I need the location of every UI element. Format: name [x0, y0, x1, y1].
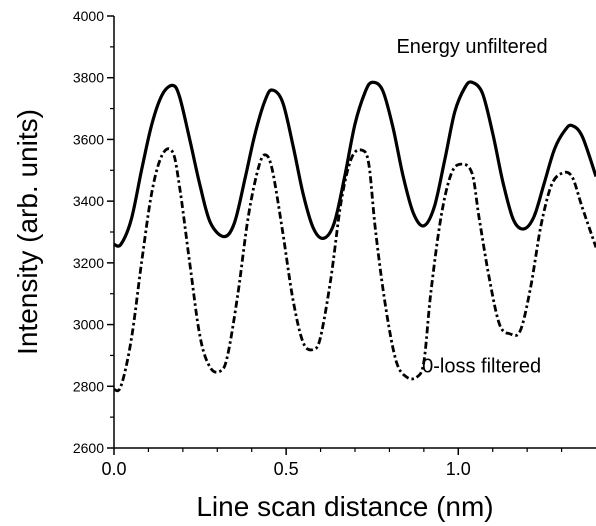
annotation-label: Energy unfiltered [396, 36, 547, 58]
y-tick-label: 2800 [73, 378, 104, 394]
x-axis-title: Line scan distance (nm) [196, 491, 493, 522]
x-tick-label: 1.0 [446, 459, 471, 479]
ticks: 2600 2800 3000 3200 3400 3600 3800 4000 0.0 0.5 1.… [73, 8, 563, 479]
annotation-label: 0-loss filtered [422, 355, 541, 377]
series-line-2 [113, 147, 596, 393]
y-tick-label: 4000 [73, 8, 104, 24]
series-line-1 [113, 80, 596, 248]
y-tick-label: 2600 [73, 440, 104, 456]
y-tick-label: 3000 [73, 317, 104, 333]
y-tick-label: 3600 [73, 131, 104, 147]
y-axis-title: Intensity (arb. units) [12, 109, 43, 355]
axes [113, 16, 596, 449]
x-tick-label: 0.5 [274, 459, 299, 479]
annotations: Energy unfiltered 0-loss filtered [396, 36, 547, 377]
series-layer [113, 80, 596, 393]
x-tick-label: 0.0 [101, 459, 126, 479]
y-tick-label: 3200 [73, 255, 104, 271]
y-tick-label: 3400 [73, 193, 104, 209]
y-tick-label: 3800 [73, 70, 104, 86]
